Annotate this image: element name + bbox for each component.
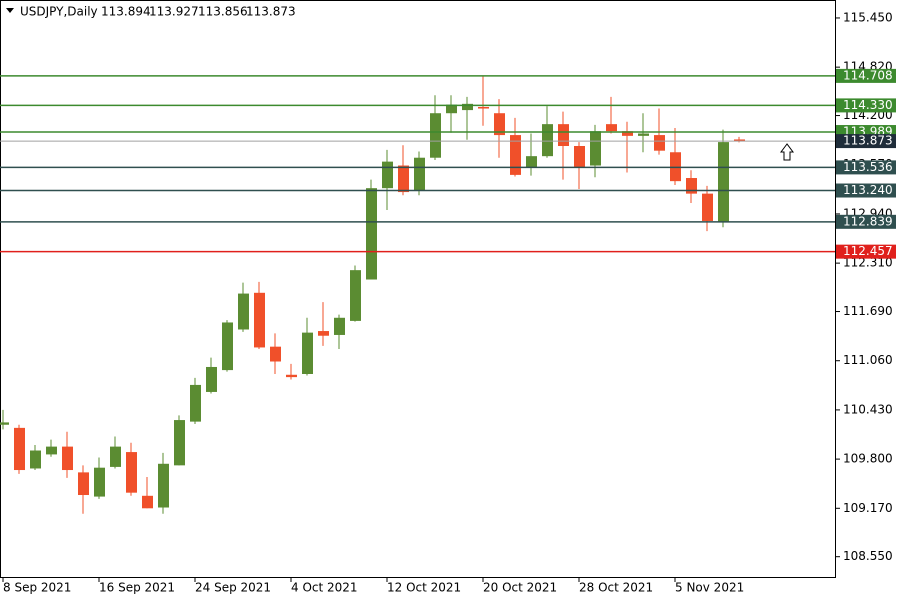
candle-body: [318, 331, 329, 336]
candle-body: [638, 133, 649, 136]
level-label: 112.839: [843, 214, 893, 228]
current-price-label: 113.873: [843, 134, 893, 148]
level-label-box: [836, 98, 896, 113]
y-tick-label: 109.800: [843, 452, 893, 466]
candle-body: [270, 346, 281, 362]
candle-body: [590, 131, 601, 166]
y-tick-label: 108.550: [843, 549, 893, 563]
symbol-menu-icon[interactable]: [6, 8, 14, 13]
candle-body: [622, 131, 633, 136]
candle-body: [654, 135, 665, 151]
y-tick-label: 110.430: [843, 402, 893, 416]
plot-frame: [0, 0, 836, 578]
candle-body: [94, 467, 105, 497]
y-tick-label: 112.310: [843, 256, 893, 270]
candle-body: [430, 113, 441, 158]
candle-body: [494, 113, 505, 136]
level-label-box: [836, 68, 896, 83]
candle-body: [382, 161, 393, 189]
candle-body: [558, 124, 569, 147]
candle-body: [718, 142, 729, 222]
x-tick-label: 24 Sep 2021: [195, 581, 271, 595]
candle-body: [414, 157, 425, 191]
candle-body: [302, 332, 313, 374]
x-tick-label: 28 Oct 2021: [579, 581, 653, 595]
candle-body: [734, 139, 745, 142]
x-tick-label: 12 Oct 2021: [387, 581, 461, 595]
level-label: 112.457: [843, 244, 893, 258]
candle-body: [222, 322, 233, 371]
candle-body: [286, 374, 297, 378]
header-open: 113.894: [101, 5, 151, 19]
level-label-box: [836, 244, 896, 259]
candle-body: [30, 450, 41, 469]
candle-body: [446, 104, 457, 114]
header-low: 113.856: [198, 5, 248, 19]
symbol-title: USDJPY,Daily: [20, 5, 98, 19]
y-tick-label: 115.450: [843, 10, 893, 24]
candle-body: [478, 106, 489, 109]
plot-area: [0, 76, 745, 514]
level-label-box: [836, 160, 896, 175]
candle-body: [46, 446, 57, 455]
x-tick-label: 16 Sep 2021: [99, 581, 175, 595]
candle-body: [350, 270, 361, 321]
candle-body: [334, 317, 345, 335]
x-tick-label: 4 Oct 2021: [291, 581, 358, 595]
arrow-icon: [780, 143, 794, 161]
candle-body: [174, 420, 185, 466]
x-tick-label: 5 Nov 2021: [675, 581, 744, 595]
y-tick-label: 111.060: [843, 353, 893, 367]
candle-body: [574, 146, 585, 168]
candle-body: [686, 178, 697, 194]
candle-body: [190, 384, 201, 422]
level-label-box: [836, 214, 896, 229]
candle-body: [238, 293, 249, 330]
candle-body: [110, 446, 121, 467]
candle-body: [510, 135, 521, 175]
candle-body: [0, 422, 9, 425]
candle-body: [142, 495, 153, 509]
current-price-box: [836, 134, 896, 149]
candle-body: [526, 156, 537, 168]
candle-body: [702, 193, 713, 221]
x-tick-label: 8 Sep 2021: [3, 581, 71, 595]
candle-body: [62, 446, 73, 471]
candle-body: [158, 463, 169, 508]
header-high: 113.927: [149, 5, 199, 19]
level-label-box: [836, 183, 896, 198]
candle-body: [78, 472, 89, 496]
level-label: 113.240: [843, 183, 893, 197]
candle-body: [398, 165, 409, 193]
candle-body: [462, 103, 473, 111]
candle-body: [366, 188, 377, 280]
header-close: 113.873: [246, 5, 296, 19]
y-tick-label: 109.170: [843, 501, 893, 515]
candle-body: [14, 427, 25, 471]
level-label: 113.536: [843, 160, 893, 174]
candle-body: [206, 366, 217, 392]
candle-body: [254, 292, 265, 348]
candle-body: [606, 124, 617, 132]
level-label: 114.708: [843, 68, 893, 82]
x-tick-label: 20 Oct 2021: [483, 581, 557, 595]
candle-body: [542, 124, 553, 157]
candle-body: [126, 452, 137, 493]
y-tick-label: 111.690: [843, 304, 893, 318]
level-label: 114.330: [843, 98, 893, 112]
